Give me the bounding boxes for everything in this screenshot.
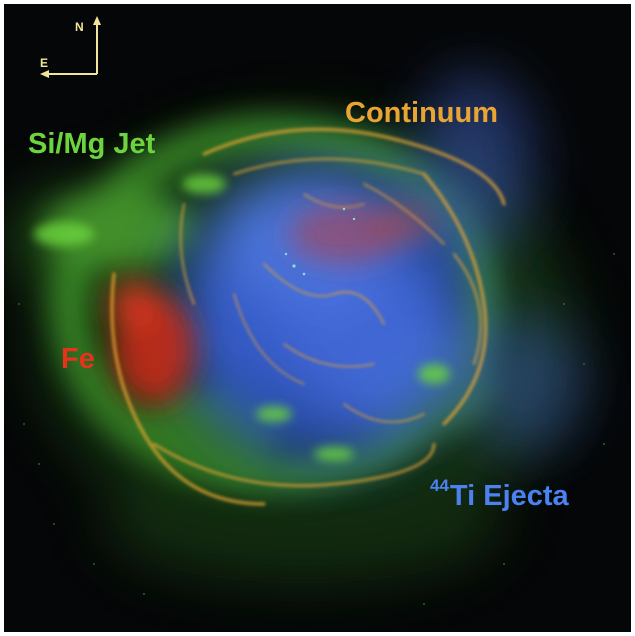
continuum-filaments (110, 127, 506, 506)
image-frame: N E Si/Mg Jet Continuum Fe 44Ti Ejecta (4, 4, 631, 632)
supernova-remnant-image (9, 74, 615, 605)
background-stars (18, 253, 615, 605)
label-fe: Fe (61, 343, 95, 375)
green-knots (34, 174, 450, 461)
label-si-mg-jet: Si/Mg Jet (28, 128, 156, 160)
compass-arrows (40, 16, 101, 78)
compass-east-label: E (40, 56, 49, 70)
label-continuum: Continuum (345, 97, 499, 129)
cyan-speckles (284, 207, 356, 276)
label-ti-superscript: 44 (430, 476, 449, 495)
fe-red-regions (109, 204, 434, 404)
north-arrow-icon (93, 16, 101, 25)
label-ti-text: Ti Ejecta (449, 480, 569, 512)
compass-north-label: N (75, 20, 84, 34)
east-arrow-icon (40, 70, 49, 78)
label-ti-ejecta: 44Ti Ejecta (430, 477, 569, 512)
